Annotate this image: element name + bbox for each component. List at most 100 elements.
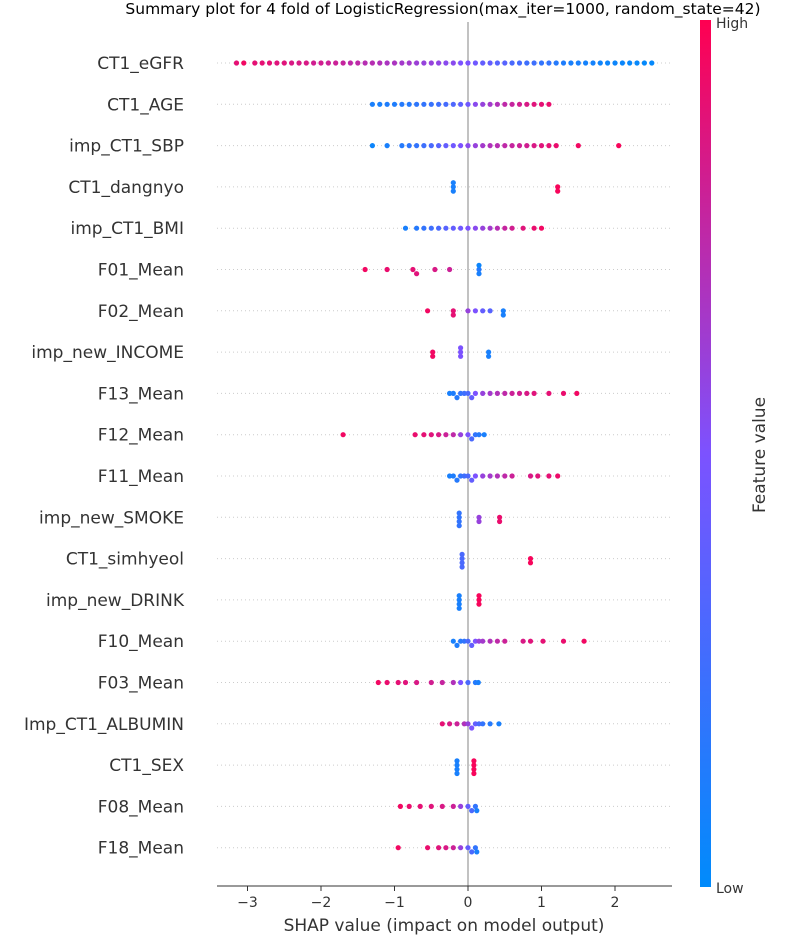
shap-point [439, 679, 445, 686]
shap-point [421, 225, 427, 231]
shap-point [516, 101, 523, 107]
shap-point [546, 101, 552, 107]
shap-point [509, 225, 515, 231]
shap-point [465, 60, 471, 66]
shap-point [597, 60, 603, 66]
x-tick-label: −2 [311, 895, 332, 911]
shap-point [436, 143, 442, 149]
shap-point [487, 143, 493, 149]
shap-point [476, 432, 482, 438]
shap-point [531, 60, 537, 66]
shap-point [318, 60, 324, 66]
shap-point [430, 349, 436, 355]
shap-point [527, 473, 534, 479]
shap-point [436, 225, 442, 231]
shap-point [362, 60, 368, 66]
shap-point [428, 60, 434, 66]
shap-point [465, 473, 471, 479]
shap-point [443, 143, 449, 149]
shap-point [476, 271, 482, 277]
shap-point [509, 60, 515, 66]
shap-point [456, 510, 462, 516]
shap-point [480, 638, 486, 644]
shap-point [538, 101, 545, 107]
shap-point [524, 143, 530, 149]
shap-point [428, 432, 434, 438]
shap-point [414, 271, 420, 277]
shap-point [456, 593, 462, 599]
feature-label: CT1_AGE [107, 95, 184, 115]
shap-point [439, 803, 445, 810]
shap-point [436, 101, 442, 107]
shap-point [476, 601, 482, 607]
shap-point [531, 143, 537, 149]
shap-point [459, 560, 465, 566]
shap-point [281, 60, 287, 66]
shap-point [428, 679, 434, 686]
shap-point [430, 353, 436, 359]
shap-point [450, 390, 456, 396]
shap-point [333, 60, 339, 66]
shap-point [480, 143, 486, 149]
shap-point [384, 143, 390, 149]
shap-point [369, 143, 375, 149]
shap-point [456, 523, 462, 529]
shap-point [458, 143, 464, 149]
shap-point [520, 225, 526, 231]
shap-point [399, 143, 405, 149]
shap-point [494, 473, 500, 479]
shap-point [458, 345, 464, 351]
shap-point [568, 60, 574, 66]
shap-point [605, 60, 611, 66]
colorbar [700, 20, 711, 887]
shap-point [458, 473, 464, 479]
shap-point [428, 143, 434, 149]
shap-point [362, 266, 368, 273]
shap-point [340, 432, 346, 438]
shap-point [502, 638, 508, 644]
shap-point [447, 390, 453, 396]
shap-point [494, 60, 500, 66]
shap-point [538, 225, 545, 231]
shap-point [502, 473, 508, 479]
shap-point [384, 266, 390, 273]
shap-point [450, 845, 456, 851]
shap-point [516, 143, 523, 149]
feature-label: F13_Mean [98, 384, 184, 404]
shap-point [497, 514, 503, 520]
shap-point [502, 101, 508, 107]
shap-point [459, 564, 465, 570]
shap-point [546, 60, 552, 66]
shap-point [527, 560, 534, 566]
shap-point [472, 845, 478, 851]
shap-point [471, 758, 477, 764]
shap-point [581, 638, 587, 644]
shap-point [546, 390, 552, 396]
shap-point [458, 432, 464, 438]
shap-point [456, 605, 462, 611]
feature-label: F12_Mean [98, 426, 184, 446]
shap-point [487, 225, 493, 231]
shap-point [546, 143, 552, 149]
shap-point [428, 803, 434, 810]
feature-gridlines [217, 62, 672, 849]
shap-point [649, 60, 655, 66]
shap-point [439, 721, 445, 727]
shap-point [509, 473, 515, 479]
shap-point [509, 390, 515, 396]
shap-point [480, 721, 486, 727]
shap-point [465, 638, 471, 644]
shap-point [487, 473, 493, 479]
shap-point [465, 721, 471, 727]
shap-point [469, 642, 475, 649]
shap-point [634, 60, 640, 66]
shap-point [303, 60, 309, 66]
shap-point [465, 432, 471, 438]
shap-point [450, 180, 456, 186]
shap-point [476, 597, 482, 603]
shap-point [487, 60, 493, 66]
colorbar-low-label: Low [716, 881, 744, 897]
shap-point [412, 432, 418, 438]
shap-point [406, 101, 412, 107]
